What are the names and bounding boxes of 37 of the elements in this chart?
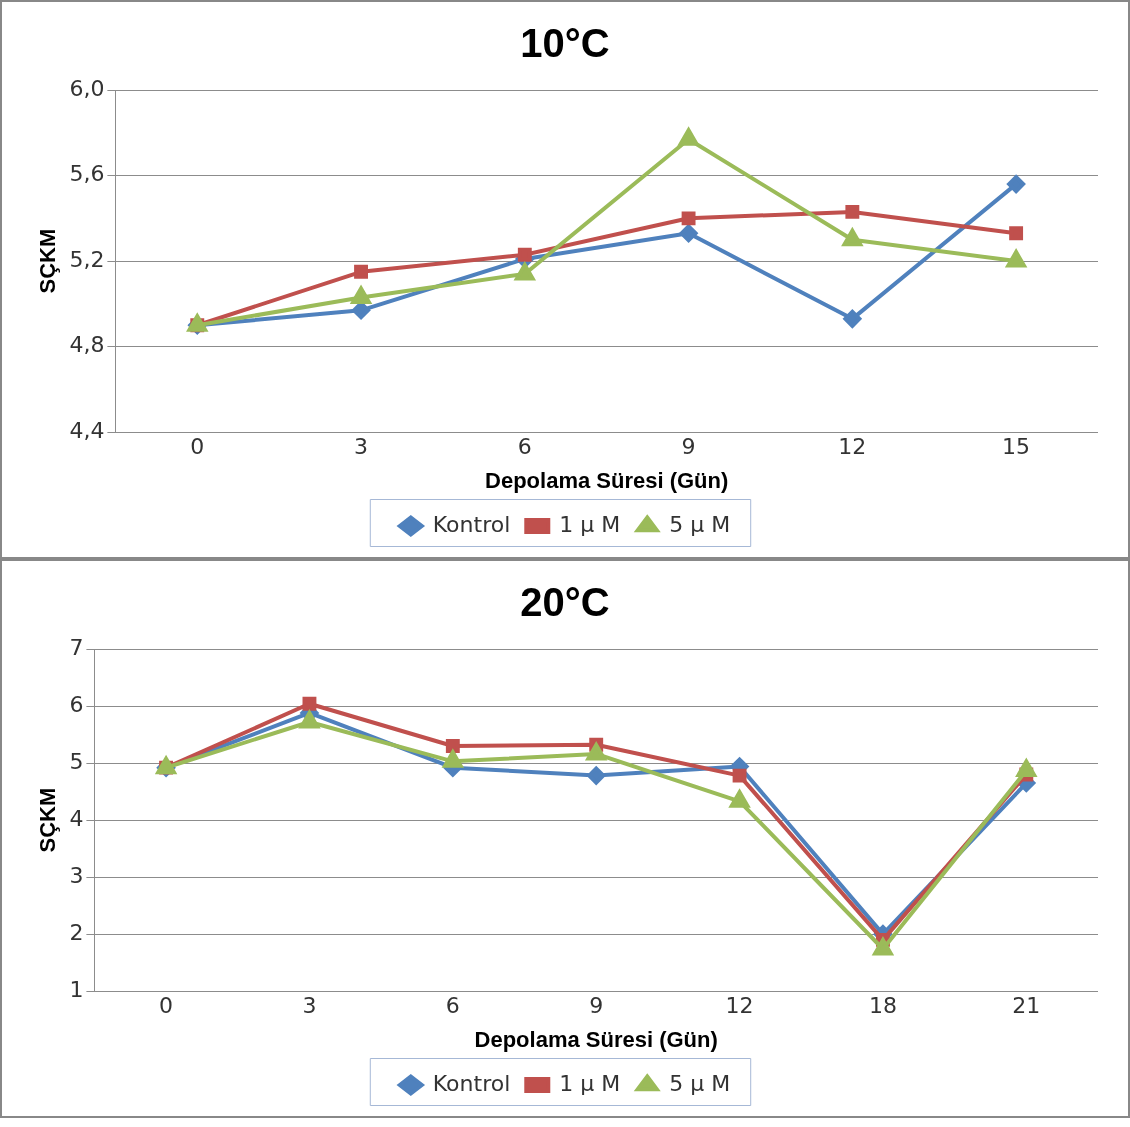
y-tick-label: 5,2 [69, 246, 105, 272]
x-tick-label: 6 [517, 434, 532, 460]
x-tick-label: 3 [354, 434, 369, 460]
x-axis-title: Depolama Süresi (Gün) [474, 1026, 718, 1052]
x-tick-label: 6 [445, 993, 460, 1019]
x-tick-label: 18 [868, 993, 897, 1019]
y-axis-title: SÇKM [35, 228, 61, 294]
x-tick-label: 9 [681, 434, 696, 460]
x-tick-label: 12 [725, 993, 754, 1019]
y-axis-title: SÇKM [35, 787, 61, 853]
x-tick-label: 0 [159, 993, 174, 1019]
y-tick-label: 4,4 [69, 417, 105, 443]
y-tick-label: 2 [69, 919, 84, 945]
chart-title: 10°C [520, 21, 610, 66]
y-tick-label: 3 [69, 862, 84, 888]
x-tick-label: 21 [1012, 993, 1041, 1019]
x-tick-label: 12 [838, 434, 867, 460]
legend-label: Kontrol [432, 1070, 511, 1096]
x-tick-label: 0 [190, 434, 205, 460]
chart-title: 20°C [520, 580, 610, 625]
legend-label: Kontrol [432, 511, 511, 537]
legend-label: 1 µ M [559, 511, 621, 537]
y-tick-label: 1 [69, 976, 84, 1002]
y-tick-label: 6 [69, 691, 84, 717]
y-tick-label: 7 [69, 634, 84, 660]
x-axis-title: Depolama Süresi (Gün) [485, 467, 729, 493]
y-tick-label: 5 [69, 748, 84, 774]
legend-label: 5 µ M [669, 511, 731, 537]
legend-label: 1 µ M [559, 1070, 621, 1096]
y-tick-label: 4,8 [69, 332, 105, 358]
y-tick-label: 4 [69, 805, 84, 831]
x-tick-label: 15 [1002, 434, 1031, 460]
legend-label: 5 µ M [669, 1070, 731, 1096]
x-tick-label: 9 [589, 993, 604, 1019]
x-tick-label: 3 [302, 993, 317, 1019]
y-tick-label: 5,6 [69, 161, 105, 187]
y-tick-label: 6,0 [69, 75, 105, 101]
